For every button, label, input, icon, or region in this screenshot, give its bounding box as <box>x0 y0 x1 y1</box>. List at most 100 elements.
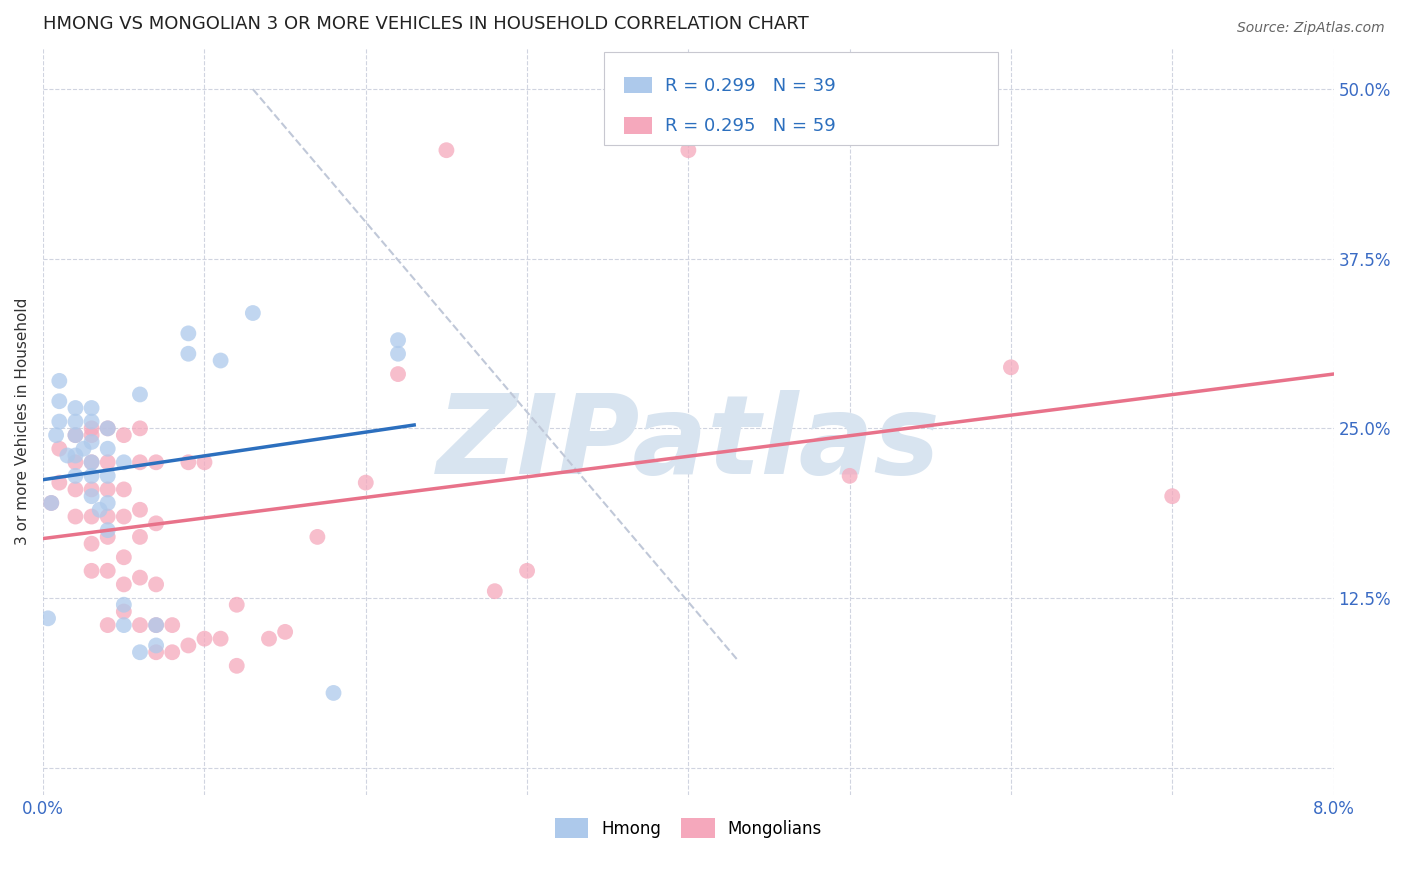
Point <box>160 645 183 659</box>
Text: HMONG VS MONGOLIAN 3 OR MORE VEHICLES IN HOUSEHOLD CORRELATION CHART: HMONG VS MONGOLIAN 3 OR MORE VEHICLES IN… <box>44 15 808 33</box>
Point <box>97 509 120 524</box>
Point <box>97 523 120 537</box>
Point <box>129 618 152 632</box>
Point <box>112 618 135 632</box>
Point <box>72 442 94 456</box>
Point <box>257 632 280 646</box>
Y-axis label: 3 or more Vehicles in Household: 3 or more Vehicles in Household <box>15 298 30 545</box>
Point <box>80 455 103 469</box>
Point <box>436 143 458 157</box>
Point <box>145 455 167 469</box>
Point <box>112 598 135 612</box>
Point <box>65 509 87 524</box>
Point <box>97 530 120 544</box>
FancyBboxPatch shape <box>624 77 652 94</box>
Point <box>80 415 103 429</box>
Point <box>80 468 103 483</box>
Point <box>39 496 62 510</box>
Point <box>65 428 87 442</box>
Point <box>112 550 135 565</box>
Point <box>97 496 120 510</box>
Point <box>387 333 409 347</box>
Point <box>80 509 103 524</box>
Point <box>37 611 59 625</box>
Point <box>80 483 103 497</box>
Point <box>145 639 167 653</box>
Point <box>80 421 103 435</box>
Point <box>145 516 167 531</box>
Point <box>80 434 103 449</box>
Point <box>129 645 152 659</box>
Point <box>112 509 135 524</box>
Point <box>65 455 87 469</box>
Point <box>48 394 70 409</box>
Point <box>838 468 860 483</box>
Text: R = 0.299   N = 39: R = 0.299 N = 39 <box>665 77 837 95</box>
Point <box>65 428 87 442</box>
Point <box>39 496 62 510</box>
Point <box>129 455 152 469</box>
Point <box>129 571 152 585</box>
Point <box>89 502 111 516</box>
Point <box>97 564 120 578</box>
Point <box>274 624 297 639</box>
Point <box>97 468 120 483</box>
Point <box>242 306 264 320</box>
Point <box>145 618 167 632</box>
Point <box>97 442 120 456</box>
Point <box>97 455 120 469</box>
Point <box>484 584 506 599</box>
Point <box>45 428 67 442</box>
Point <box>65 483 87 497</box>
Point <box>225 598 247 612</box>
Point <box>322 686 344 700</box>
Point <box>80 564 103 578</box>
Point <box>65 401 87 415</box>
Point <box>193 632 215 646</box>
Text: R = 0.295   N = 59: R = 0.295 N = 59 <box>665 118 837 136</box>
Point <box>678 143 700 157</box>
Point <box>65 415 87 429</box>
Point <box>387 367 409 381</box>
Point <box>48 415 70 429</box>
Point <box>80 537 103 551</box>
Point <box>112 455 135 469</box>
Point <box>56 449 79 463</box>
Point <box>112 428 135 442</box>
Point <box>145 577 167 591</box>
Text: ZIPatlas: ZIPatlas <box>436 391 941 498</box>
Point <box>129 530 152 544</box>
Point <box>145 645 167 659</box>
Point <box>1161 489 1184 503</box>
Point <box>112 483 135 497</box>
FancyBboxPatch shape <box>605 52 998 145</box>
Point <box>225 658 247 673</box>
Point <box>112 605 135 619</box>
Point <box>1000 360 1022 375</box>
Point <box>129 502 152 516</box>
Point <box>209 353 232 368</box>
Point <box>354 475 377 490</box>
Point <box>48 475 70 490</box>
Point <box>160 618 183 632</box>
Point <box>193 455 215 469</box>
Point <box>177 455 200 469</box>
Point <box>97 483 120 497</box>
Point <box>516 564 538 578</box>
Point <box>307 530 329 544</box>
Legend: Hmong, Mongolians: Hmong, Mongolians <box>547 810 831 847</box>
Text: Source: ZipAtlas.com: Source: ZipAtlas.com <box>1237 21 1385 35</box>
Point <box>80 489 103 503</box>
Point <box>112 577 135 591</box>
Point <box>145 618 167 632</box>
Point <box>48 442 70 456</box>
Point <box>129 421 152 435</box>
Point <box>97 421 120 435</box>
Point <box>97 421 120 435</box>
Point <box>97 618 120 632</box>
Point <box>80 455 103 469</box>
Point <box>80 428 103 442</box>
Point <box>177 326 200 341</box>
Point <box>129 387 152 401</box>
Point <box>387 347 409 361</box>
